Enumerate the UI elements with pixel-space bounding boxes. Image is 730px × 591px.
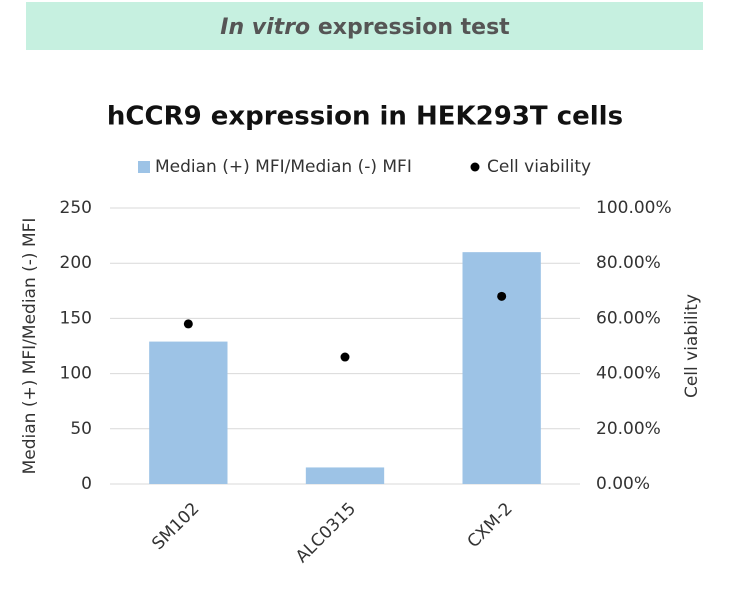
x-tick-label: SM102 [148, 499, 203, 554]
legend-label: Cell viability [487, 157, 591, 177]
bar [462, 252, 541, 484]
legend-swatch [470, 162, 480, 172]
x-tick-label: ALC0315 [292, 499, 360, 567]
point [340, 352, 350, 362]
y2-tick-label: 100.00% [596, 198, 672, 218]
y-tick-label: 0 [81, 474, 92, 494]
banner: In vitro expression test [220, 15, 510, 40]
y-tick-label: 50 [70, 419, 92, 439]
chart-title: hCCR9 expression in HEK293T cells [107, 102, 623, 132]
bar [149, 341, 228, 484]
y2-tick-label: 80.00% [596, 253, 661, 273]
point [497, 291, 507, 301]
y2-tick-label: 60.00% [596, 308, 661, 328]
banner-text: expression test [318, 15, 510, 40]
y-tick-label: 100 [60, 364, 92, 384]
banner-background [26, 2, 703, 50]
y2-tick-label: 40.00% [596, 364, 661, 384]
point [183, 319, 193, 329]
x-tick-label: CXM-2 [464, 499, 517, 552]
y-axis-title: Median (+) MFI/Median (-) MFI [20, 218, 40, 475]
y-tick-label: 250 [60, 198, 92, 218]
bar [305, 467, 385, 484]
legend-label: Median (+) MFI/Median (-) MFI [155, 157, 412, 177]
y2-axis-title: Cell viability [682, 294, 702, 398]
y-tick-label: 200 [60, 253, 92, 273]
banner-italic: In vitro [220, 15, 310, 40]
y-tick-label: 150 [60, 308, 92, 328]
y2-tick-label: 0.00% [596, 474, 650, 494]
y2-tick-label: 20.00% [596, 419, 661, 439]
legend-swatch [138, 161, 150, 173]
